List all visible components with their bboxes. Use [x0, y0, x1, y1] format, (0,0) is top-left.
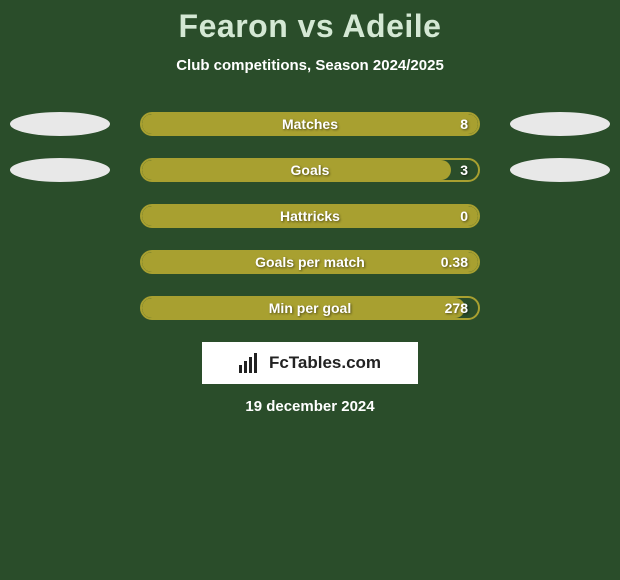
player-ellipse-right	[510, 112, 610, 136]
stat-value: 0	[460, 208, 468, 224]
stat-row: Hattricks 0	[0, 204, 620, 228]
player-ellipse-right	[510, 158, 610, 182]
barchart-icon	[239, 353, 263, 373]
stat-label: Matches	[282, 116, 338, 132]
stat-bar: Goals per match 0.38	[140, 250, 480, 274]
player-ellipse-left	[10, 112, 110, 136]
stat-bar: Goals 3	[140, 158, 480, 182]
stat-label: Goals	[291, 162, 330, 178]
stat-value: 0.38	[441, 254, 468, 270]
stat-bar: Matches 8	[140, 112, 480, 136]
stat-value: 3	[460, 162, 468, 178]
stat-label: Goals per match	[255, 254, 365, 270]
page-title: Fearon vs Adeile	[0, 8, 620, 45]
subtitle: Club competitions, Season 2024/2025	[0, 57, 620, 74]
stat-row: Min per goal 278	[0, 296, 620, 320]
stat-row: Goals 3	[0, 158, 620, 182]
date-text: 19 december 2024	[0, 398, 620, 415]
comparison-infographic: Fearon vs Adeile Club competitions, Seas…	[0, 0, 620, 415]
stat-row: Goals per match 0.38	[0, 250, 620, 274]
stat-label: Hattricks	[280, 208, 340, 224]
logo-wrap: FcTables.com	[0, 342, 620, 384]
player-ellipse-left	[10, 158, 110, 182]
stat-label: Min per goal	[269, 300, 351, 316]
stat-value: 8	[460, 116, 468, 132]
stat-row: Matches 8	[0, 112, 620, 136]
stat-bar: Hattricks 0	[140, 204, 480, 228]
stat-value: 278	[445, 300, 468, 316]
stats-container: Matches 8 Goals 3 Hattricks 0 Goals per match 0…	[0, 112, 620, 320]
stat-bar: Min per goal 278	[140, 296, 480, 320]
logo-text: FcTables.com	[269, 353, 381, 373]
logo-box: FcTables.com	[202, 342, 418, 384]
